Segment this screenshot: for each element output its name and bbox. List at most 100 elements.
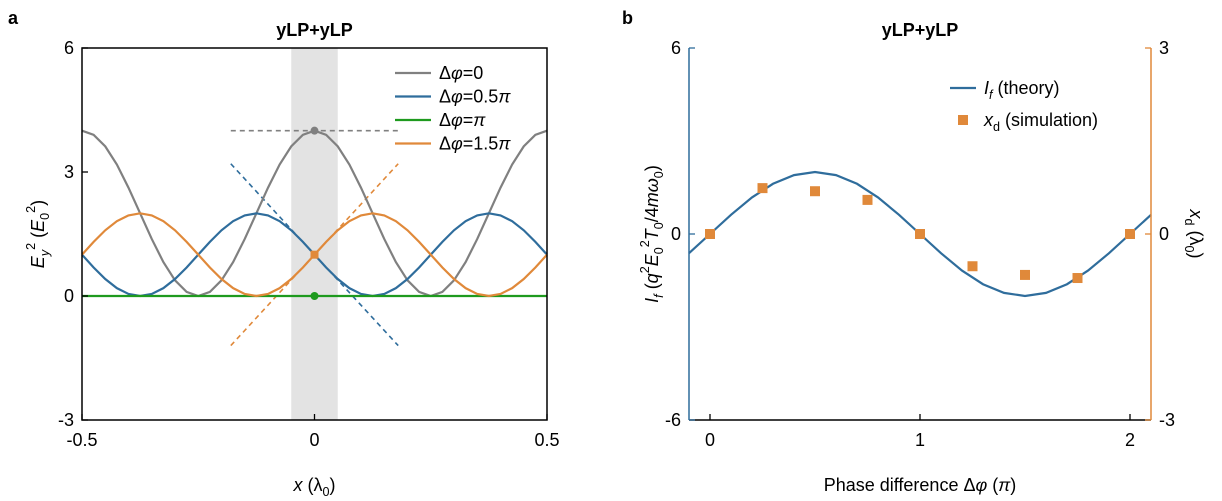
x-tick-label: 2 [1125, 430, 1135, 450]
text-part: φ [451, 87, 463, 107]
highlight-band [291, 48, 338, 420]
x-tick-label: 1 [915, 430, 925, 450]
marker [705, 229, 715, 239]
y2-tick-label: 0 [1159, 224, 1169, 244]
x-axis-label: Phase difference Δφ (π) [824, 475, 1017, 495]
text-part: φ [451, 110, 463, 130]
legend-label: Δφ=1.5π [439, 134, 511, 154]
text-part: Phase difference Δ [824, 475, 976, 495]
text-part: =0.5 [463, 87, 499, 107]
text-part: φ [975, 475, 987, 495]
text-part: Δ [439, 134, 451, 154]
text-part: = [463, 110, 474, 130]
marker [1072, 273, 1083, 284]
text-part: ) [330, 475, 336, 495]
text-part: d [993, 120, 1000, 134]
x-tick-label: 0 [705, 430, 715, 450]
legend-label: xd (simulation) [983, 110, 1098, 134]
text-part: 0 [38, 213, 52, 220]
text-part: I [642, 298, 662, 303]
text-part: 0 [322, 485, 329, 499]
text-part: /4 [642, 207, 662, 222]
text-part: π [498, 134, 511, 154]
text-part: 0 [652, 222, 666, 229]
text-part: Δ [439, 63, 451, 83]
text-part: q [642, 273, 662, 283]
y2-tick-label: 3 [1159, 38, 1169, 58]
legend-label: Δφ=0.5π [439, 87, 511, 107]
legend-label: Δφ=0 [439, 63, 483, 83]
x-axis-label: x (λ0) [292, 475, 335, 499]
text-part: T [642, 227, 662, 240]
text-part: 2 [24, 243, 38, 250]
text-part: E [28, 219, 48, 232]
text-part: (simulation) [1000, 110, 1098, 130]
chart-title: yLP+yLP [882, 20, 959, 40]
y-tick-label: 0 [671, 224, 681, 244]
y-axis-label: Ey2 (E02) [24, 200, 52, 268]
text-part: d [1182, 218, 1196, 225]
marker [1020, 269, 1030, 280]
text-part: (theory) [993, 78, 1060, 98]
text-part: =1.5 [463, 134, 499, 154]
text-part: x [983, 110, 994, 130]
text-part: φ [451, 134, 463, 154]
text-part: Δ [439, 110, 451, 130]
y-tick-label: 0 [64, 286, 74, 306]
point [310, 250, 319, 259]
legend-label: If (theory) [984, 78, 1060, 102]
text-part: 2 [24, 206, 38, 213]
legend-marker [958, 115, 968, 125]
text-part: π [498, 87, 511, 107]
text-part: x [292, 475, 303, 495]
text-part: (λ [1186, 226, 1206, 246]
point [310, 126, 319, 135]
text-part: ) [1186, 253, 1206, 259]
marker [1125, 229, 1135, 239]
text-part: E [642, 253, 662, 266]
x-tick-label: 0.5 [534, 430, 559, 450]
x-tick-label: 0 [309, 430, 319, 450]
x-tick-label: -0.5 [66, 430, 97, 450]
text-part: 0 [1182, 246, 1196, 253]
y-tick-label: 3 [64, 162, 74, 182]
text-part: Δ [439, 87, 451, 107]
y2-axis-label: xd (λ0) [1182, 208, 1206, 258]
chart-title: yLP+yLP [276, 20, 353, 40]
text-part: ) [642, 165, 662, 171]
text-part: φ [451, 63, 463, 83]
text-part: f [652, 293, 666, 298]
y-tick-label: -3 [58, 410, 74, 430]
y-tick-label: -6 [665, 410, 681, 430]
y-tick-label: 6 [64, 38, 74, 58]
text-part: 2 [638, 240, 652, 247]
text-part: ) [1010, 475, 1016, 495]
y2-tick-label: -3 [1159, 410, 1175, 430]
text-part: x [1186, 208, 1206, 219]
text-part: I [984, 78, 989, 98]
text-part: π [998, 475, 1011, 495]
text-part: 0 [652, 171, 666, 178]
marker [915, 229, 925, 239]
y-axis-label: If (q2E02T0/4mω0) [638, 165, 666, 303]
marker [862, 194, 873, 205]
text-part: ( [28, 232, 48, 243]
text-part: (λ [302, 475, 322, 495]
marker [810, 186, 820, 197]
text-part: π [473, 110, 486, 130]
panel-label: a [8, 8, 19, 28]
text-part: y [38, 249, 52, 257]
text-part: mω [642, 178, 662, 207]
legend-label: Δφ=π [439, 110, 486, 130]
text-part: 0 [652, 247, 666, 254]
text-part: ( [642, 283, 662, 294]
panel-label: b [622, 8, 633, 28]
text-part: f [989, 88, 994, 102]
point [310, 292, 319, 300]
panel [81, 47, 548, 421]
marker [967, 261, 978, 272]
text-part: 2 [638, 266, 652, 273]
marker [757, 183, 768, 194]
text-part: =0 [463, 63, 484, 83]
